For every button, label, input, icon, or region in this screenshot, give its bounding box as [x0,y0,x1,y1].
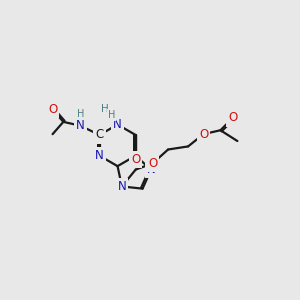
Text: H: H [76,109,84,119]
Text: N: N [113,118,122,131]
Text: O: O [228,111,237,124]
Text: N: N [95,149,104,162]
Text: N: N [76,119,85,132]
Text: O: O [131,153,140,166]
Text: O: O [148,157,157,170]
Text: N: N [113,118,122,131]
Text: N: N [147,163,155,176]
Text: O: O [199,128,208,141]
Text: N: N [118,180,126,193]
Text: H: H [108,110,115,120]
Text: C: C [95,128,104,141]
Text: O: O [48,103,57,116]
Text: H: H [100,104,108,114]
